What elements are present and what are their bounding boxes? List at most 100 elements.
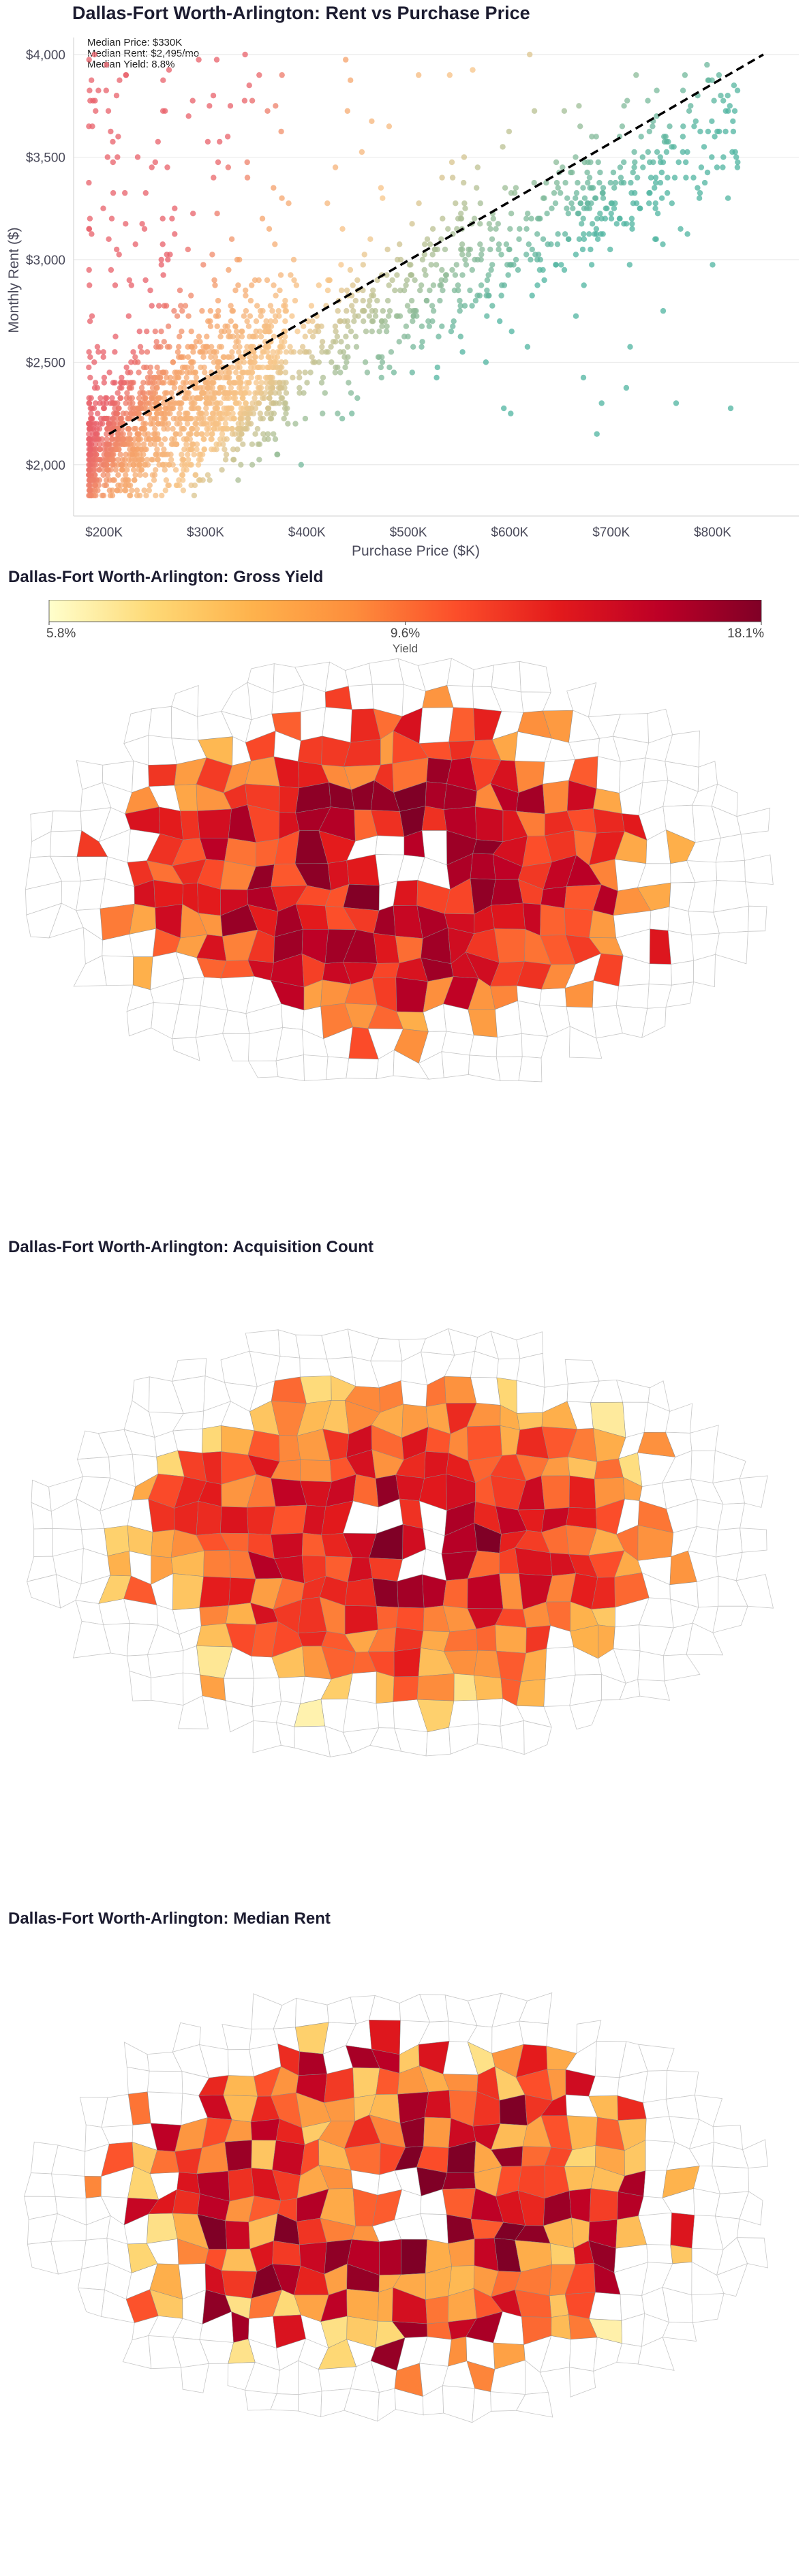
scatter-point xyxy=(282,303,288,309)
scatter-point xyxy=(277,287,283,294)
scatter-point xyxy=(349,410,355,416)
map-boundary xyxy=(377,2388,396,2422)
scatter-point xyxy=(500,144,506,150)
scatter-point xyxy=(499,282,505,288)
map-boundary xyxy=(491,661,521,693)
scatter-point xyxy=(138,384,145,391)
scatter-point xyxy=(249,369,256,376)
scatter-point xyxy=(249,97,256,104)
scatter-point xyxy=(449,175,456,181)
map-boundary xyxy=(375,835,405,855)
map-region xyxy=(272,2140,305,2176)
scatter-point xyxy=(192,482,198,489)
scatter-point xyxy=(575,211,582,217)
scatter-point xyxy=(108,267,115,273)
scatter-point xyxy=(484,277,491,284)
scatter-point xyxy=(132,410,138,416)
scatter-point xyxy=(247,297,254,304)
scatter-point xyxy=(162,436,168,442)
map-region xyxy=(197,808,232,838)
scatter-point xyxy=(138,349,145,355)
scatter-point xyxy=(260,307,266,314)
scatter-point xyxy=(239,333,245,339)
scatter-point xyxy=(335,307,341,314)
scatter-point xyxy=(154,446,160,453)
scatter-point xyxy=(629,226,635,232)
scatter-point xyxy=(87,446,94,453)
scatter-point xyxy=(370,287,376,294)
scatter-point xyxy=(579,246,586,253)
x-tick-label: $700K xyxy=(592,526,630,540)
map-region xyxy=(564,907,594,938)
scatter-point xyxy=(376,329,382,335)
map-boundary xyxy=(712,2166,750,2194)
scatter-point xyxy=(337,369,344,376)
scatter-point xyxy=(410,344,416,350)
scatter-point xyxy=(159,492,165,499)
scatter-point xyxy=(109,457,116,463)
scatter-point xyxy=(600,195,607,201)
scatter-point xyxy=(573,313,579,319)
scatter-point xyxy=(342,364,348,371)
map-boundary xyxy=(294,1725,331,1757)
scatter-point xyxy=(183,390,189,396)
scatter-point xyxy=(185,344,191,350)
map-region xyxy=(404,830,425,858)
scatter-point xyxy=(272,313,279,319)
scatter-point xyxy=(130,446,136,453)
scatter-point xyxy=(282,359,289,365)
scatter-point xyxy=(213,57,220,63)
scatter-point xyxy=(161,380,167,386)
scatter-point xyxy=(372,313,379,319)
scatter-point xyxy=(95,410,101,416)
map-boundary xyxy=(222,1010,250,1034)
scatter-point xyxy=(190,349,196,355)
scatter-point xyxy=(180,487,187,494)
scatter-point xyxy=(490,215,496,222)
scatter-point xyxy=(449,267,455,273)
map-region xyxy=(564,2166,596,2192)
map-region xyxy=(427,2322,452,2340)
scatter-point xyxy=(169,215,175,222)
map-region xyxy=(594,2262,621,2295)
scatter-point xyxy=(529,246,535,253)
scatter-point xyxy=(541,277,547,284)
scatter-point xyxy=(384,272,390,278)
scatter-point xyxy=(479,246,485,253)
map-boundary xyxy=(344,2388,380,2422)
scatter-point xyxy=(108,425,114,432)
map-boundary xyxy=(667,930,695,965)
scatter-point xyxy=(209,446,215,453)
colorbar-max-label: 18.1% xyxy=(727,626,764,641)
scatter-point xyxy=(180,380,187,386)
scatter-point xyxy=(488,267,494,273)
map-region xyxy=(373,933,400,964)
map-boundary xyxy=(694,2095,723,2127)
scatter-point xyxy=(581,159,588,166)
scatter-point xyxy=(183,441,189,447)
map-boundary xyxy=(418,707,454,744)
scatter-point xyxy=(654,211,661,217)
scatter-point xyxy=(241,97,248,104)
scatter-point xyxy=(278,344,284,350)
scatter-point xyxy=(86,57,92,63)
scatter-point xyxy=(117,395,124,401)
scatter-point xyxy=(179,451,185,457)
scatter-point xyxy=(197,477,203,483)
scatter-point xyxy=(260,364,266,371)
scatter-point xyxy=(555,231,561,237)
scatter-point xyxy=(487,246,493,253)
scatter-point xyxy=(91,359,97,365)
map-region xyxy=(225,2220,250,2249)
scatter-point xyxy=(137,390,143,396)
scatter-point xyxy=(97,446,103,453)
map-region xyxy=(377,2287,393,2322)
scatter-point xyxy=(283,307,290,314)
scatter-point xyxy=(343,333,349,339)
map-region xyxy=(466,2361,496,2392)
scatter-point xyxy=(86,179,92,186)
map-boundary xyxy=(178,1695,209,1729)
scatter-point xyxy=(448,159,455,166)
scatter-point xyxy=(139,221,145,227)
scatter-point xyxy=(690,175,697,181)
